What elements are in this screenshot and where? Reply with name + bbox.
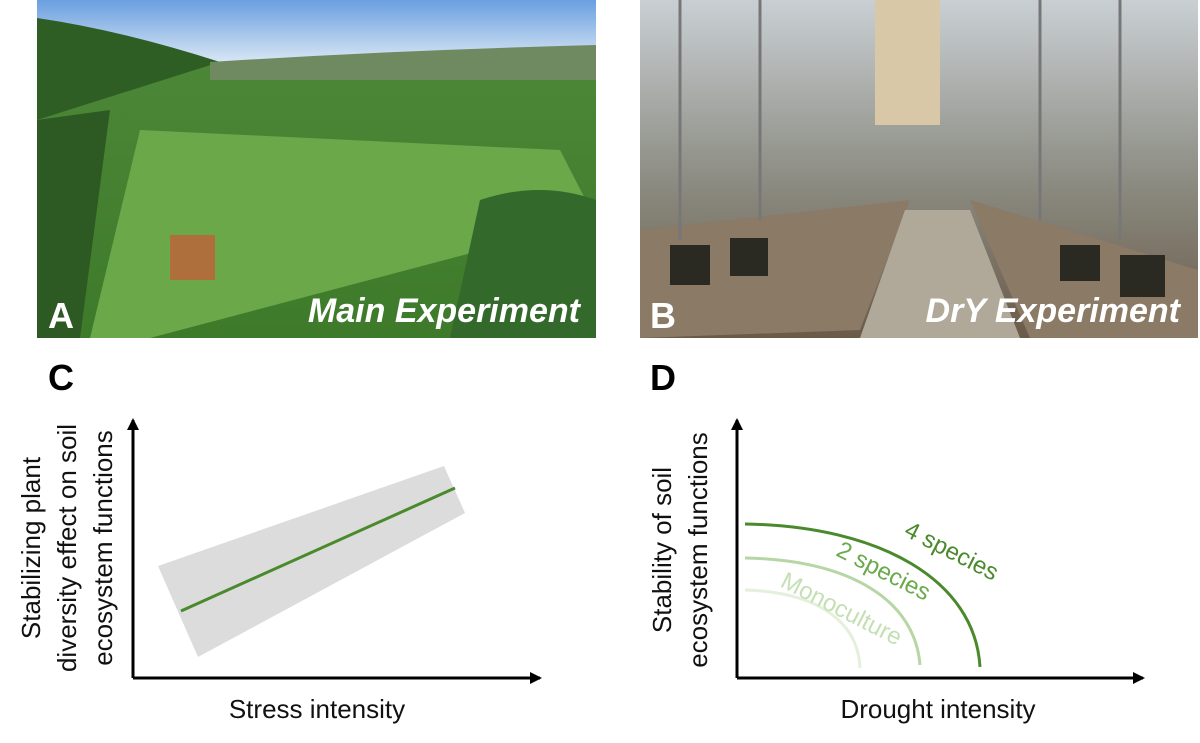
panel-letter: A [48,295,74,336]
y-axis-label: ecosystem functions [683,432,713,668]
panel-letter: B [650,295,676,336]
photo-caption: Main Experiment [308,292,582,330]
photo-caption: DrY Experiment [926,292,1182,330]
y-axis-label: Stabilizing plant [16,456,46,639]
curve [744,522,982,668]
photo-a: A Main Experiment [37,0,596,338]
x-axis-label: Drought intensity [840,694,1035,724]
photo-b: B DrY Experiment [640,0,1198,338]
y-axis-label: ecosystem functions [88,430,118,666]
panel-letter: D [650,357,676,398]
panel-letter: C [48,357,74,398]
trend-line [180,486,456,613]
panel-c: C Stabilizing plant diversity effect on … [16,357,542,724]
panel-d: D Stability of soil ecosystem functions … [647,357,1145,724]
curve [744,556,922,666]
curve [744,588,862,669]
y-axis-label: diversity effect on soil [52,424,82,672]
confidence-band [158,466,465,657]
y-axis-label: Stability of soil [647,467,677,633]
x-axis-label: Stress intensity [229,694,405,724]
